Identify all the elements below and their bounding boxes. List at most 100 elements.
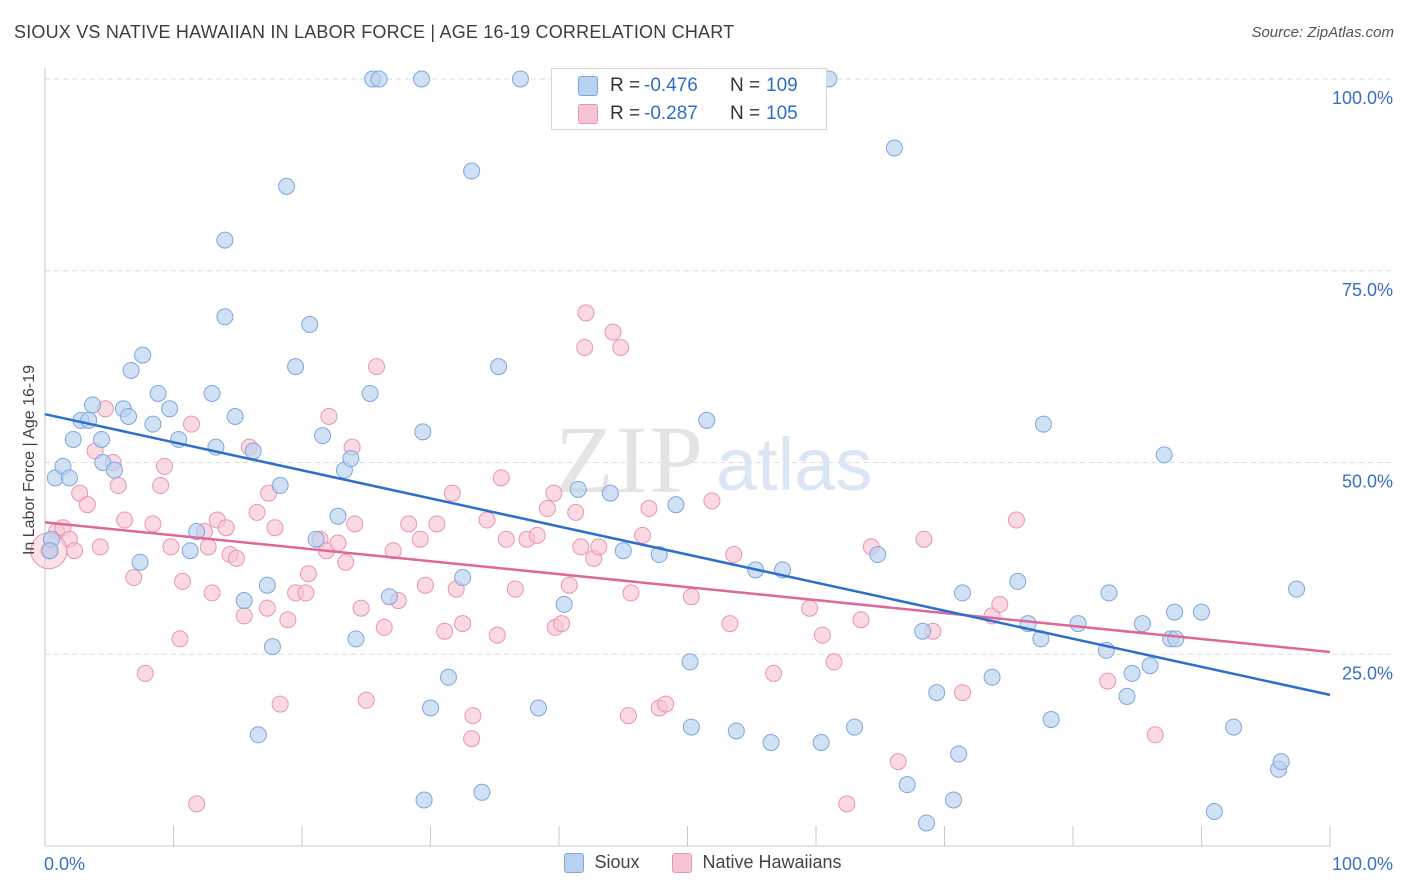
hawaiian-point bbox=[109, 477, 127, 495]
sioux-point bbox=[144, 415, 162, 433]
sioux-point bbox=[413, 70, 431, 88]
sioux-point bbox=[271, 477, 289, 495]
hawaiian-point bbox=[320, 407, 338, 425]
sioux-point bbox=[422, 699, 439, 717]
hawaiian-point bbox=[506, 580, 524, 598]
sioux-point bbox=[120, 407, 138, 425]
hawaiian-point bbox=[478, 511, 496, 529]
sioux-point bbox=[667, 496, 685, 514]
hawaiian-point bbox=[357, 691, 375, 709]
hawaiian-point bbox=[488, 626, 506, 644]
sioux-point bbox=[555, 595, 573, 613]
sioux-point bbox=[650, 546, 668, 564]
legend-n-value-hawaiian: 105 bbox=[766, 103, 798, 124]
sioux-point bbox=[347, 630, 365, 648]
hawaiian-point bbox=[428, 515, 446, 533]
sioux-points bbox=[41, 70, 1306, 832]
sioux-point bbox=[1100, 584, 1118, 602]
sioux-point bbox=[263, 638, 281, 656]
hawaiian-point bbox=[248, 503, 266, 521]
sioux-point bbox=[1193, 603, 1210, 621]
hawaiian-point bbox=[577, 304, 595, 322]
sioux-point bbox=[93, 430, 111, 448]
hawaiian-point bbox=[825, 653, 843, 671]
hawaiian-point bbox=[991, 595, 1009, 613]
sioux-point bbox=[380, 588, 398, 606]
hawaiian-point bbox=[572, 538, 590, 556]
hawaiian-point bbox=[116, 511, 134, 529]
hawaiian-point bbox=[590, 538, 608, 556]
sioux-point bbox=[149, 384, 167, 402]
hawaiian-point bbox=[235, 607, 253, 625]
hawaiian-point bbox=[411, 530, 429, 548]
sioux-point bbox=[84, 396, 102, 414]
hawaiian-point bbox=[368, 358, 386, 376]
legend-swatch-sioux bbox=[578, 76, 598, 96]
hawaiian-point bbox=[329, 534, 347, 552]
hawaiian-point bbox=[553, 615, 571, 633]
hawaiian-point bbox=[258, 599, 276, 617]
hawaiian-point bbox=[889, 753, 907, 771]
sioux-point bbox=[161, 400, 179, 418]
hawaiian-point bbox=[801, 599, 819, 617]
hawaiian-point bbox=[156, 457, 174, 475]
hawaiian-point bbox=[497, 530, 515, 548]
sioux-point bbox=[529, 699, 547, 717]
sioux-point bbox=[439, 668, 457, 686]
sioux-point bbox=[1225, 718, 1243, 736]
sioux-point bbox=[342, 450, 360, 468]
sioux-point bbox=[278, 177, 296, 195]
sioux-point bbox=[898, 776, 916, 794]
y-tick-label: 100.0% bbox=[1332, 88, 1393, 108]
hawaiian-point bbox=[622, 584, 640, 602]
sioux-point bbox=[181, 542, 199, 560]
hawaiian-point bbox=[703, 492, 721, 510]
sioux-point bbox=[105, 461, 123, 479]
sioux-point bbox=[415, 791, 433, 809]
hawaiian-point bbox=[199, 538, 217, 556]
x-tick-label: 0.0% bbox=[44, 854, 85, 874]
gridlines bbox=[45, 78, 1392, 655]
sioux-point bbox=[1288, 580, 1306, 598]
sioux-point bbox=[1167, 630, 1185, 648]
y-tick-label: 75.0% bbox=[1342, 280, 1393, 300]
hawaiian-point bbox=[838, 795, 856, 813]
legend-r-label: R = bbox=[610, 103, 641, 124]
series-legend: Sioux Native Hawaiians bbox=[0, 852, 1406, 878]
y-axis-title: In Labor Force | Age 16-19 bbox=[21, 364, 38, 556]
sioux-point bbox=[314, 427, 332, 445]
legend-swatch-hawaiian bbox=[672, 852, 693, 873]
hawaiian-point bbox=[604, 323, 622, 341]
legend-item-sioux[interactable]: Sioux bbox=[564, 852, 639, 873]
tick-labels: 100.0% 75.0% 50.0% 25.0% 0.0% 100.0% bbox=[44, 88, 1393, 874]
hawaiian-point bbox=[227, 549, 245, 567]
legend-n-value-sioux: 109 bbox=[766, 75, 798, 96]
sioux-point bbox=[1069, 615, 1087, 633]
source-credit: Source: ZipAtlas.com bbox=[1251, 24, 1394, 41]
y-tick-label: 50.0% bbox=[1342, 472, 1393, 492]
hawaiian-point bbox=[337, 553, 355, 571]
sioux-point bbox=[134, 346, 152, 364]
sioux-point bbox=[944, 791, 962, 809]
sioux-point bbox=[216, 308, 234, 326]
sioux-point bbox=[414, 423, 432, 441]
legend-item-hawaiian[interactable]: Native Hawaiians bbox=[672, 852, 842, 873]
hawaiian-point bbox=[813, 626, 831, 644]
sioux-point bbox=[1042, 710, 1060, 728]
hawaiian-point bbox=[612, 338, 630, 356]
sioux-point bbox=[361, 384, 379, 402]
sioux-point bbox=[614, 542, 632, 560]
hawaiian-point bbox=[454, 615, 472, 633]
sioux-point bbox=[203, 384, 221, 402]
hawaiian-point bbox=[634, 526, 652, 544]
hawaiian-point bbox=[346, 515, 364, 533]
sioux-point bbox=[1205, 802, 1223, 820]
hawaiian-point bbox=[78, 496, 96, 514]
sioux-point bbox=[1155, 446, 1173, 464]
hawaiian-point bbox=[400, 515, 418, 533]
legend-n-label: N = bbox=[730, 75, 761, 96]
chart-title: SIOUX VS NATIVE HAWAIIAN IN LABOR FORCE … bbox=[14, 22, 735, 42]
hawaiian-point bbox=[765, 664, 783, 682]
hawaiian-point bbox=[436, 622, 454, 640]
sioux-point bbox=[812, 733, 830, 751]
